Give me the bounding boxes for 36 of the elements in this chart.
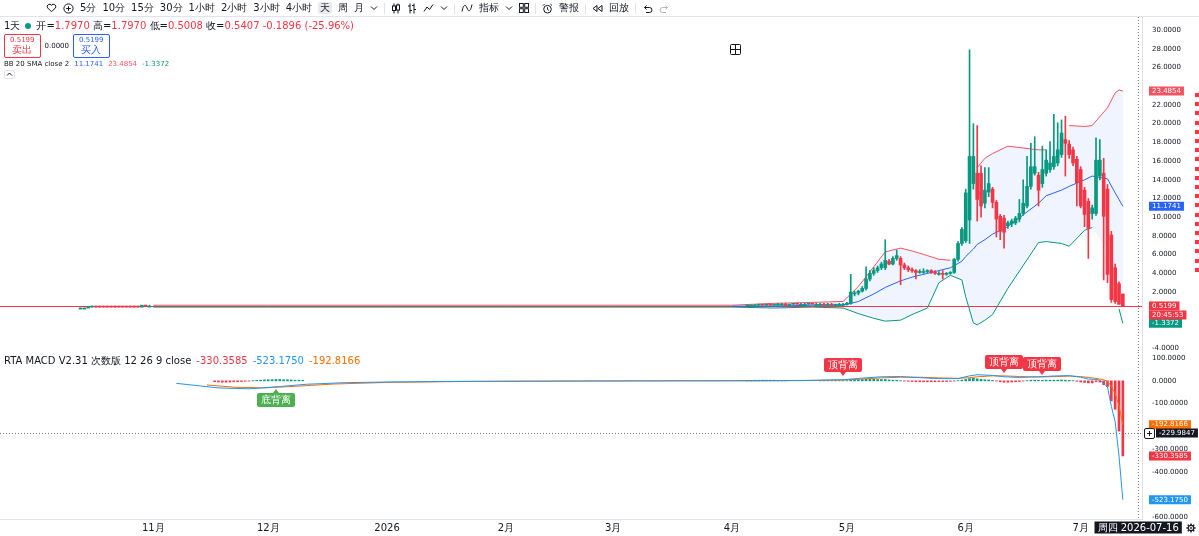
annotation: 顶背离 bbox=[985, 355, 1024, 370]
text: 警报 bbox=[559, 2, 580, 14]
text: 5分 bbox=[80, 2, 97, 14]
annotation: 顶背离 bbox=[1023, 357, 1062, 372]
annotation: 买入 bbox=[81, 44, 102, 56]
text: 指标 bbox=[479, 2, 500, 14]
annotation: 卖出 bbox=[12, 44, 33, 56]
x-tick-label: 2026 bbox=[374, 521, 400, 533]
text: -330.3585 bbox=[196, 355, 248, 366]
chart-title: 1天 bbox=[4, 20, 21, 32]
text: -192.8166 bbox=[308, 355, 361, 366]
x-tick-label: 12月 bbox=[256, 521, 280, 533]
x-tick-label: 4月 bbox=[723, 521, 741, 533]
text: 周 bbox=[338, 2, 349, 14]
text: 月 bbox=[354, 2, 365, 14]
annotation: 底背离 bbox=[256, 392, 295, 407]
chart-title: RTA MACD V2.31 次数版 12 26 9 close bbox=[4, 355, 192, 367]
text: 回放 bbox=[609, 2, 630, 14]
text: 开=1.7970 高=1.7970 低=0.5008 收=0.5407 -0.1896 (-25.96%) bbox=[36, 20, 355, 31]
x-tick-label: 2月 bbox=[497, 521, 515, 533]
text: 30分 bbox=[159, 2, 183, 14]
text: -523.1750 bbox=[252, 355, 304, 366]
text: 15分 bbox=[131, 2, 154, 14]
x-tick-label: 7月 bbox=[1072, 521, 1089, 533]
x-tick-label: 11月 bbox=[141, 521, 165, 533]
text: 3小时 bbox=[253, 2, 280, 14]
text: 10分 bbox=[102, 2, 126, 14]
x-tick-label: 6月 bbox=[957, 521, 974, 533]
x-tick-label: 3月 bbox=[604, 521, 622, 533]
x-tick-label: 5月 bbox=[838, 521, 856, 533]
ref-line-label: 周四 2026-07-16 bbox=[1097, 521, 1179, 533]
text: 2小时 bbox=[220, 2, 248, 14]
text: 4小时 bbox=[285, 2, 313, 14]
text: 天 bbox=[318, 2, 333, 14]
text: 1小时 bbox=[188, 2, 215, 14]
annotation: 顶背离 bbox=[824, 358, 863, 373]
